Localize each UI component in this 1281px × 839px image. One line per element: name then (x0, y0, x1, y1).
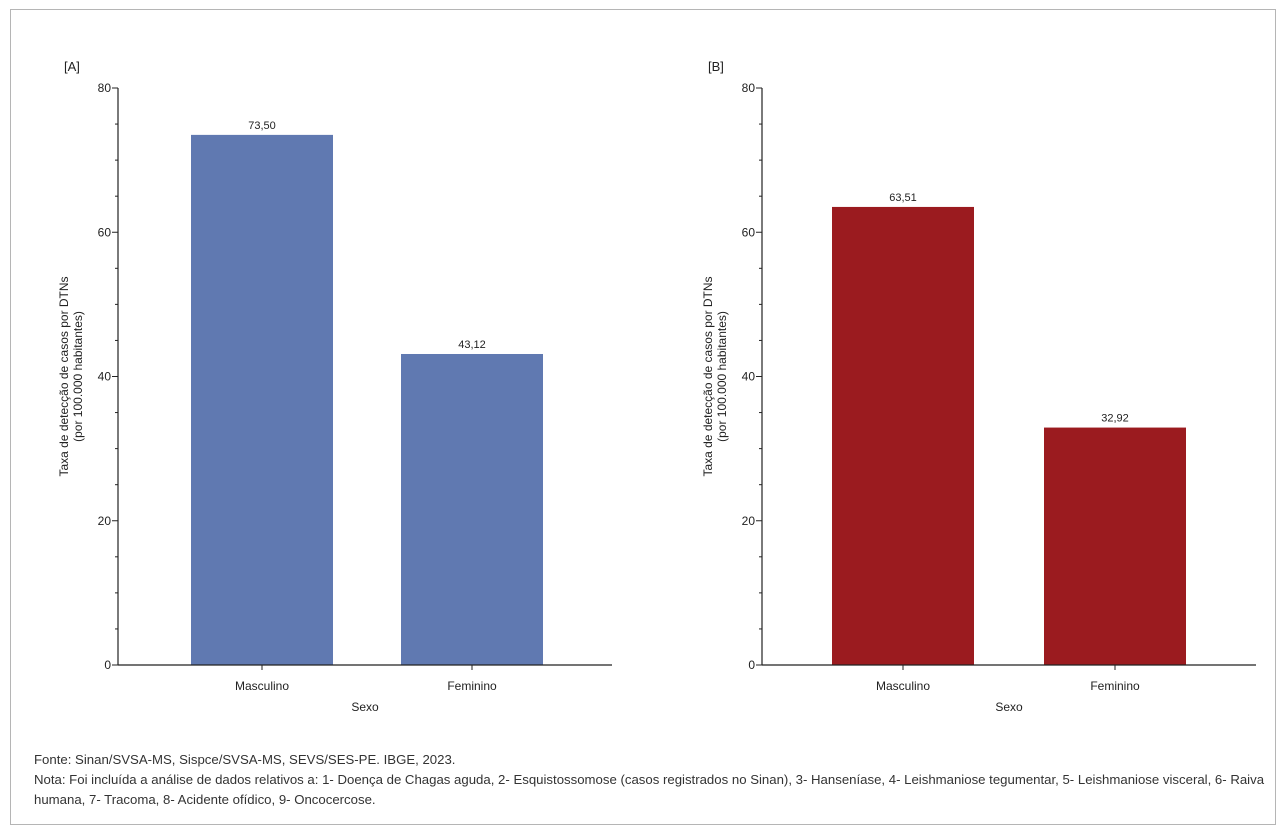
chart-a-y-axis-title-line: Taxa de detecção de casos por DTNs (57, 276, 71, 476)
chart-a-x-tick-label: Feminino (447, 679, 497, 693)
chart-b-bar-feminino (1044, 427, 1186, 665)
chart-a-x-tick-label: Masculino (235, 679, 289, 693)
figure-notes: Fonte: Sinan/SVSA-MS, Sispce/SVSA-MS, SE… (34, 750, 1270, 810)
chart-b-y-tick-label: 80 (742, 81, 756, 95)
chart-b-x-tick-label: Feminino (1090, 679, 1140, 693)
chart-b-y-tick-label: 0 (748, 658, 755, 672)
chart-b-y-tick-label: 40 (742, 370, 756, 384)
chart-b-data-label: 32,92 (1101, 413, 1129, 425)
chart-a-y-tick-label: 20 (98, 514, 112, 528)
chart-b-panel-label: [B] (708, 59, 724, 74)
figure-frame (10, 9, 1276, 825)
chart-b-y-axis-title-line: Taxa de detecção de casos por DTNs (701, 276, 715, 476)
chart-b-data-label: 63,51 (889, 192, 917, 204)
source-note: Fonte: Sinan/SVSA-MS, Sispce/SVSA-MS, SE… (34, 752, 456, 767)
chart-a-bar-feminino (401, 353, 543, 665)
chart-a-y-axis-title: Taxa de detecção de casos por DTNs(por 1… (57, 276, 85, 476)
chart-a-y-tick-label: 60 (98, 225, 112, 239)
chart-a-y-axis-title-line: (por 100.000 habitantes) (71, 311, 85, 442)
chart-b-y-axis-title: Taxa de detecção de casos por DTNs(por 1… (701, 276, 729, 476)
bar-charts: [A] 73,50 Masculino 43,12 Feminino 0 20 40 60 80 S… (57, 59, 1256, 714)
explanatory-note: Nota: Foi incluída a análise de dados re… (34, 772, 1265, 807)
chart-a-x-axis-title: Sexo (351, 700, 379, 714)
chart-b-x-tick-label: Masculino (876, 679, 930, 693)
chart-a-bar-masculino (191, 134, 333, 666)
chart-b-bar-masculino (832, 206, 974, 665)
chart-b-x-axis-title: Sexo (995, 700, 1023, 714)
chart-a-y-tick-label: 40 (98, 370, 112, 384)
chart-b-y-axis-title-line: (por 100.000 habitantes) (715, 311, 729, 442)
chart-a-data-label: 43,12 (458, 339, 486, 351)
chart-a-panel-label: [A] (64, 59, 80, 74)
chart-a-y-tick-label: 0 (104, 658, 111, 672)
chart-b-y-tick-label: 20 (742, 514, 756, 528)
chart-a-data-label: 73,50 (248, 120, 276, 132)
chart-a-y-tick-label: 80 (98, 81, 112, 95)
chart-b-y-tick-label: 60 (742, 225, 756, 239)
